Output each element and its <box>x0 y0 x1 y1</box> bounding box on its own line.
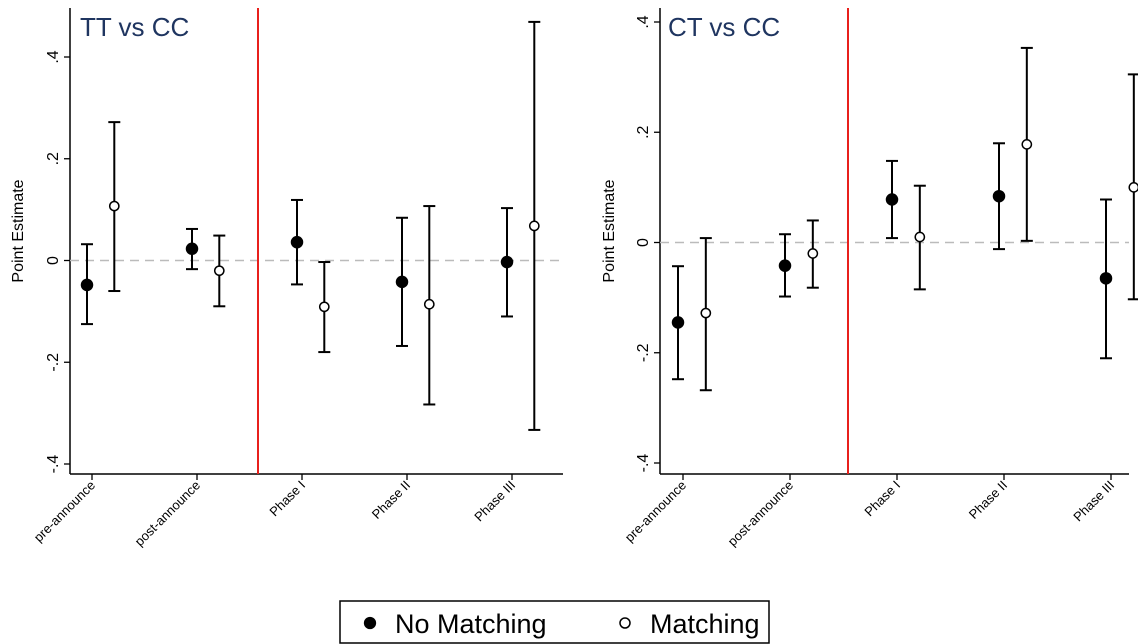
point-no-matching <box>992 189 1006 203</box>
x-tick-label: pre-announce <box>31 478 98 545</box>
legend-marker-no-matching <box>363 616 377 630</box>
point-matching <box>108 200 120 212</box>
point-no-matching <box>778 259 792 272</box>
x-tick-label: post-announce <box>132 478 203 549</box>
x-tick-label: post-announce <box>725 478 796 549</box>
x-tick-label: Phase I <box>861 478 903 520</box>
point-matching <box>423 298 435 310</box>
y-tick-label: 0 <box>635 238 652 247</box>
legend: No Matching Matching <box>339 600 770 644</box>
point-matching <box>528 220 540 232</box>
x-tick-label: Phase II <box>369 478 413 522</box>
y-tick-label: .4 <box>635 15 652 28</box>
point-no-matching <box>1099 272 1113 285</box>
x-tick-label: Phase II <box>966 478 1010 522</box>
x-tick-label: Phase III <box>471 478 518 525</box>
y-tick-label: .2 <box>635 125 652 138</box>
legend-box <box>339 600 770 644</box>
chart-title: CT vs CC <box>668 12 780 42</box>
chart-panel-tt-vs-cc: -.4 -.2 0 .2 .4 Point Estimate pre-announce pos… <box>10 8 563 549</box>
y-tick-label: 0 <box>45 256 62 265</box>
point-no-matching <box>395 275 409 289</box>
y-axis-title: Point Estimate <box>601 179 618 282</box>
point-matching <box>318 301 330 313</box>
y-tick-label: -.2 <box>635 343 652 362</box>
point-matching <box>700 307 712 319</box>
y-tick-label: -.2 <box>45 353 62 372</box>
legend-label-no-matching: No Matching <box>395 609 547 639</box>
chart-panel-ct-vs-cc: -.4 -.2 0 .2 .4 Point Estimate pre-announce pos… <box>601 8 1138 549</box>
chart-title: TT vs CC <box>80 12 189 42</box>
point-no-matching <box>671 316 685 329</box>
point-no-matching <box>80 278 94 292</box>
y-tick-label: .4 <box>45 50 62 63</box>
point-matching <box>1128 182 1138 193</box>
y-tick-label: -.4 <box>635 454 652 473</box>
y-tick-label: -.4 <box>45 455 62 474</box>
point-matching <box>1021 139 1033 150</box>
point-matching <box>213 265 225 277</box>
x-tick-label: pre-announce <box>622 478 689 545</box>
legend-label-matching: Matching <box>650 609 760 639</box>
point-no-matching <box>185 242 199 256</box>
y-axis-title: Point Estimate <box>10 179 27 282</box>
legend-marker-matching <box>619 617 631 629</box>
x-tick-label: Phase I <box>266 478 308 520</box>
point-no-matching <box>885 193 899 206</box>
y-tick-label: .2 <box>45 152 62 165</box>
point-no-matching <box>290 235 304 249</box>
point-matching <box>914 231 926 243</box>
x-tick-label: Phase III <box>1070 478 1117 525</box>
point-matching <box>807 248 819 259</box>
point-no-matching <box>500 255 514 269</box>
